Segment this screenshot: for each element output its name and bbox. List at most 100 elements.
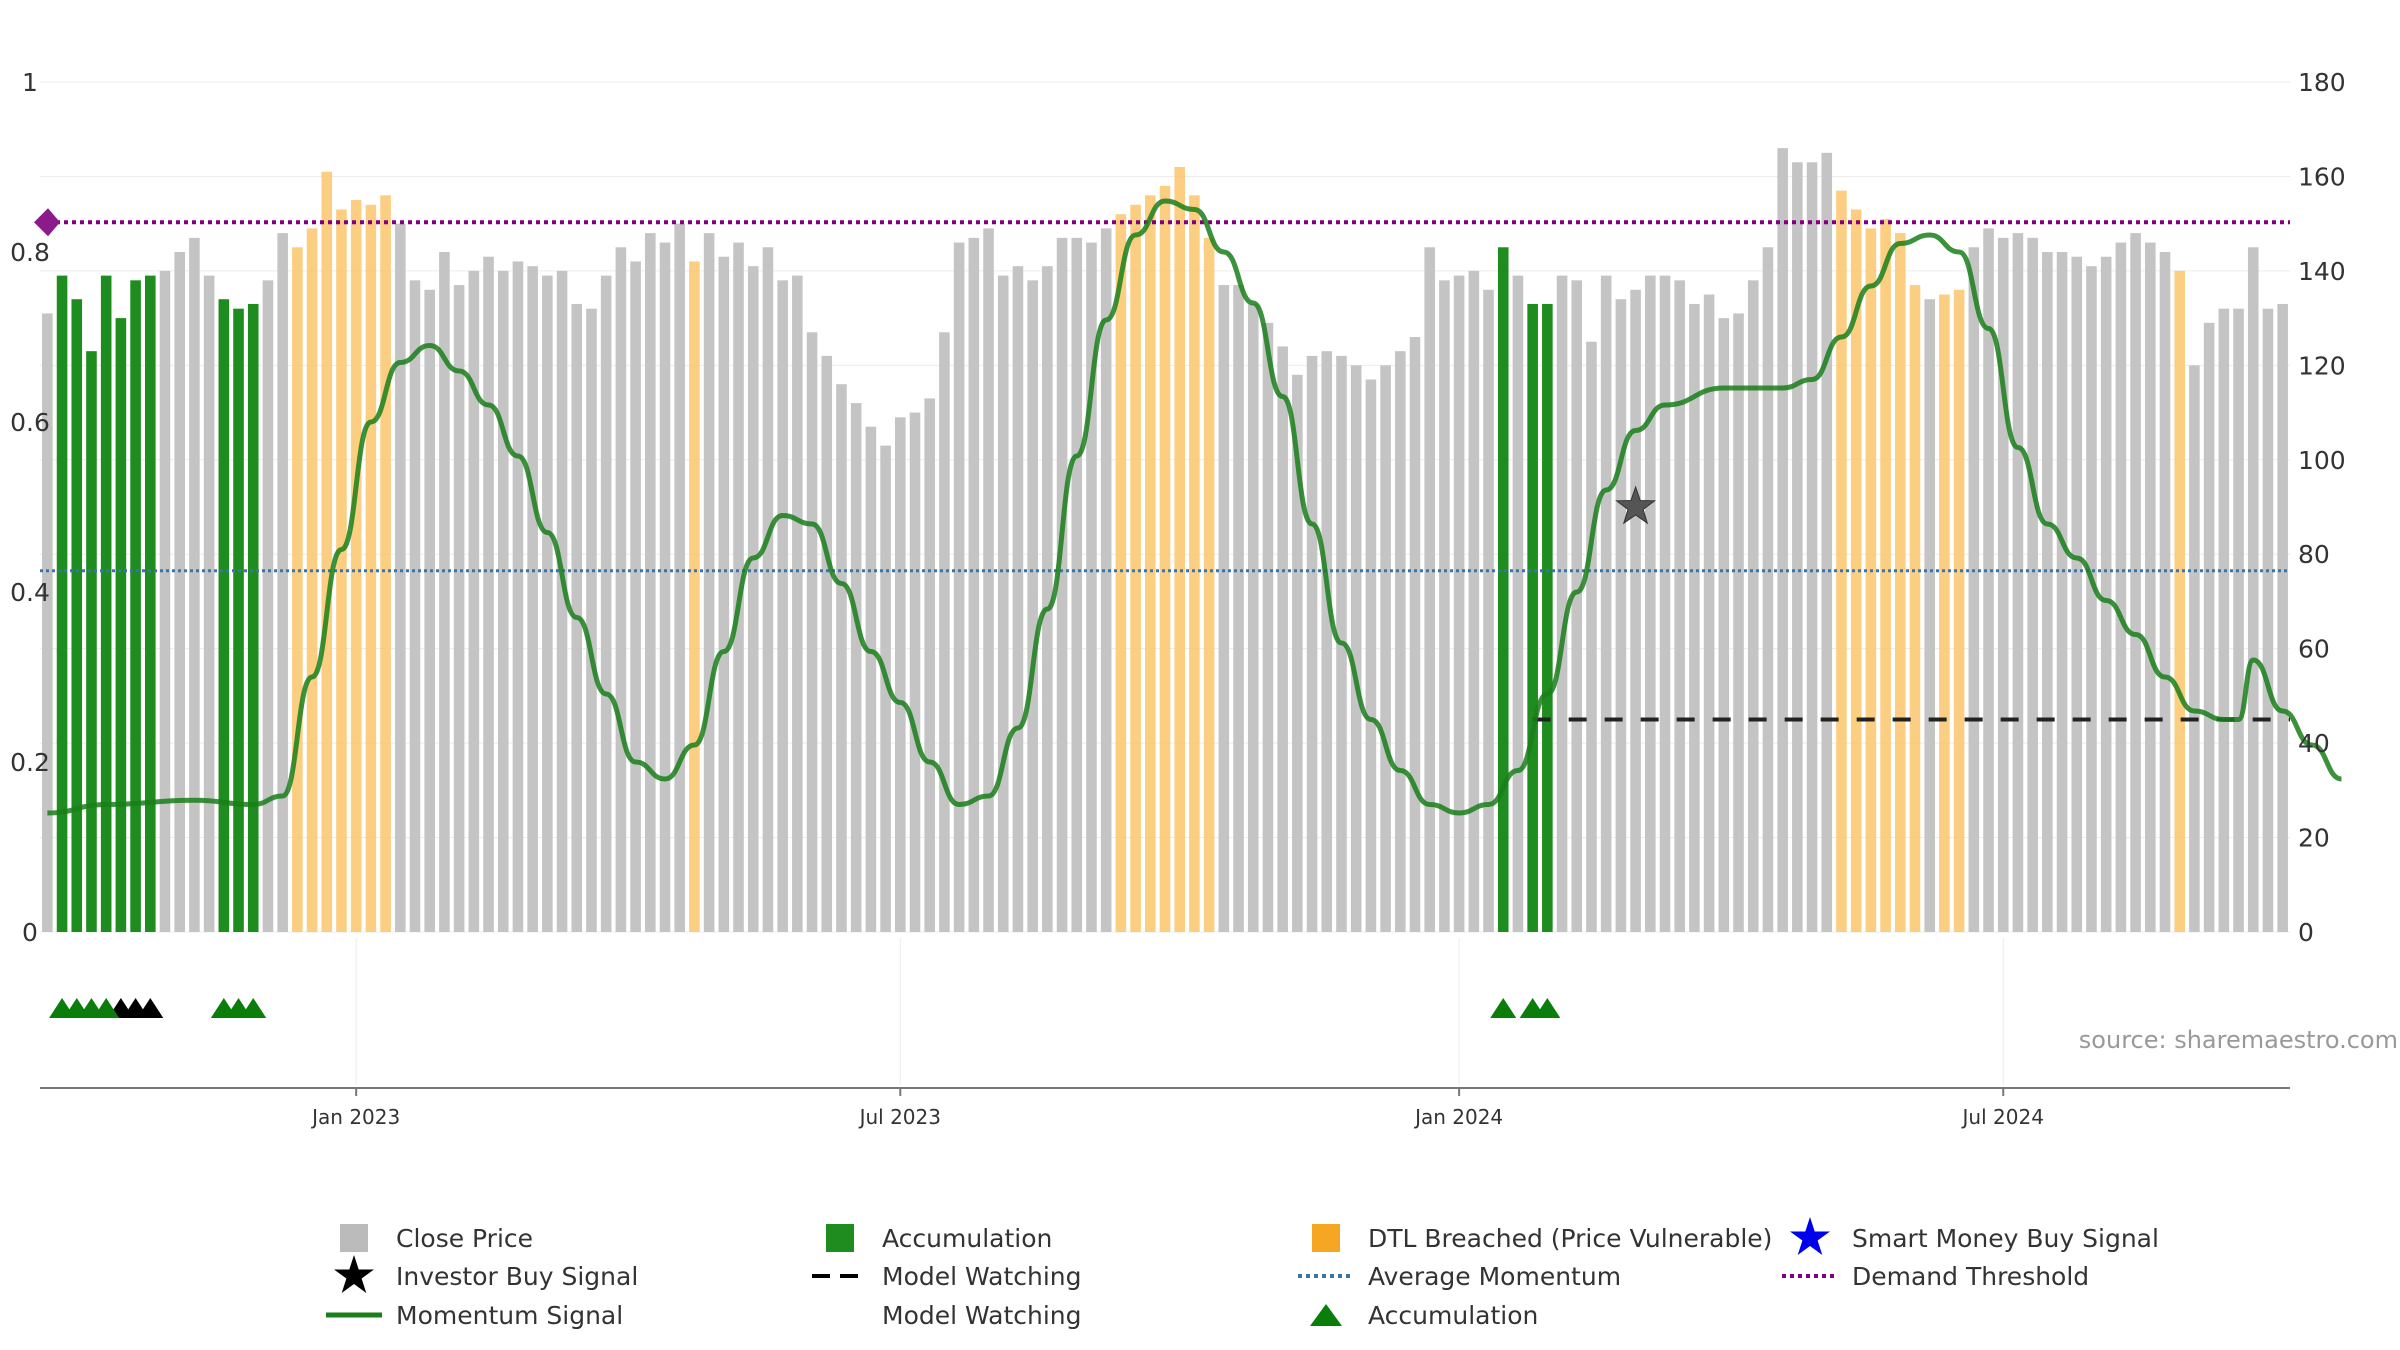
close-price-bar <box>409 280 421 932</box>
close-price-bar <box>1983 228 1994 932</box>
close-price-bar <box>909 412 921 932</box>
legend-item: Model Watching <box>812 1262 1082 1291</box>
close-price-bar <box>718 256 730 932</box>
close-price-bar <box>1747 280 1759 932</box>
accumulation-triangle <box>240 998 267 1018</box>
legend-item: Momentum Signal <box>326 1301 623 1330</box>
dtl-breached-bar <box>306 228 318 932</box>
right-axis-tick: 0 <box>2298 918 2314 947</box>
close-price-bar <box>1218 285 1230 932</box>
right-axis-tick: 140 <box>2298 257 2346 286</box>
legend-label: Accumulation <box>1368 1301 1538 1330</box>
legend: Close Price Accumulation DTL Breached (Pri… <box>326 1217 2159 1330</box>
investor-accumulation-triangle <box>137 998 164 1018</box>
legend-label: Smart Money Buy Signal <box>1852 1224 2159 1253</box>
accumulation-bar <box>115 318 127 933</box>
close-price-bar <box>939 332 950 932</box>
axes: 0 0.2 0.4 0.6 0.8 1 0 20 40 60 80 100 120 140 160 180 Ja… <box>10 68 2346 1129</box>
dtl-breached-bar <box>350 200 362 933</box>
close-price-bar <box>1086 242 1097 933</box>
left-axis-tick: 0.2 <box>10 748 50 777</box>
close-price-bar <box>1924 299 1935 932</box>
close-price-bar <box>733 242 744 933</box>
dtl-breached-bar <box>1159 185 1171 932</box>
close-price-bar <box>1777 148 1788 933</box>
close-price-bar <box>439 252 450 932</box>
close-price-bar <box>1100 228 1112 932</box>
close-price-bar <box>2027 237 2038 933</box>
close-price-bar <box>953 242 965 933</box>
momentum-signal-path <box>47 198 2343 816</box>
legend-star-icon <box>334 1255 374 1293</box>
close-price-bar <box>968 237 980 933</box>
close-price-bar <box>527 266 538 933</box>
dtl-breached-bar <box>1836 190 1847 933</box>
dtl-breached-bar <box>1130 204 1141 932</box>
close-price-bar <box>1350 365 1362 932</box>
close-price-bar <box>1645 275 1656 933</box>
close-price-bar <box>2233 308 2244 933</box>
close-price-bar <box>2277 303 2288 932</box>
x-axis-tick-label: Jan 2024 <box>1413 1105 1503 1129</box>
dtl-breached-bar <box>1865 228 1877 932</box>
close-price-bar <box>850 403 862 933</box>
legend-item: Demand Threshold <box>1782 1262 2089 1291</box>
legend-square-icon <box>826 1224 854 1252</box>
close-price-bar <box>497 270 509 932</box>
legend-label: Model Watching <box>882 1262 1082 1291</box>
close-price-bar <box>1762 247 1774 932</box>
right-axis-tick: 180 <box>2298 68 2346 97</box>
close-price-bar <box>586 308 597 933</box>
close-price-bar <box>880 445 891 932</box>
price-bars <box>42 148 2288 933</box>
accumulation-bar <box>145 275 156 933</box>
close-price-bar <box>1424 247 1435 932</box>
dtl-breached-bar <box>1145 195 1156 933</box>
close-price-bar <box>762 247 774 932</box>
legend-label: Investor Buy Signal <box>396 1262 638 1291</box>
dtl-breached-bar <box>321 171 333 932</box>
close-price-bar <box>1468 270 1480 932</box>
close-price-bar <box>2203 322 2215 932</box>
legend-item: Investor Buy Signal <box>334 1255 638 1293</box>
dtl-breached-bar <box>1189 195 1200 933</box>
close-price-bar <box>1806 162 1818 932</box>
close-price-bar <box>703 233 715 933</box>
legend-item: Average Momentum <box>1298 1262 1621 1291</box>
signal-markers <box>49 485 1657 1018</box>
close-price-bar <box>1247 303 1259 932</box>
x-axis-tick-label: Jul 2023 <box>858 1105 941 1129</box>
close-price-bar <box>2012 233 2024 933</box>
close-price-bar <box>1615 299 1627 932</box>
accumulation-bar <box>130 280 141 932</box>
legend-star-icon <box>1790 1217 1830 1255</box>
close-price-bar <box>865 426 877 932</box>
close-price-bar <box>1718 318 1730 933</box>
dtl-breached-bar <box>1115 214 1127 932</box>
dtl-breached-bar <box>1939 294 1950 932</box>
close-price-bar <box>1056 237 1068 933</box>
close-price-bar <box>1453 275 1465 933</box>
close-price-bar <box>1997 237 2009 933</box>
legend-label: DTL Breached (Price Vulnerable) <box>1368 1224 1772 1253</box>
close-price-bar <box>997 275 1009 933</box>
close-price-bar <box>2115 242 2127 933</box>
right-axis-tick: 60 <box>2298 635 2330 664</box>
dtl-breached-bar <box>1203 237 1215 933</box>
dtl-breached-bar <box>1174 167 1185 932</box>
close-price-bar <box>924 398 935 932</box>
close-price-bar <box>1689 303 1700 932</box>
demand-threshold-marker <box>34 208 60 237</box>
close-price-bar <box>1012 266 1024 933</box>
accumulation-bar <box>233 308 244 933</box>
close-price-bar <box>453 285 465 932</box>
close-price-bar <box>1365 379 1377 932</box>
legend-item: DTL Breached (Price Vulnerable) <box>1312 1224 1772 1253</box>
left-axis-tick: 0.4 <box>10 578 50 607</box>
dtl-breached-bar <box>689 261 700 932</box>
close-price-bar <box>2262 308 2274 933</box>
close-price-bar <box>806 332 818 932</box>
legend-label: Average Momentum <box>1368 1262 1621 1291</box>
close-price-bar <box>512 261 524 932</box>
